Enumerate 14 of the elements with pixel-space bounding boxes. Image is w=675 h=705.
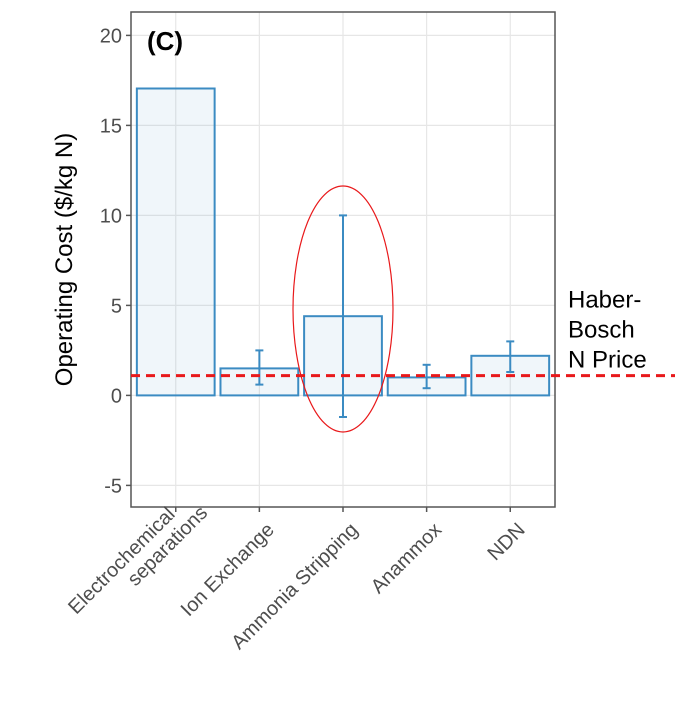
y-tick-label: 0 xyxy=(110,385,122,408)
y-tick-label: 15 xyxy=(100,115,122,138)
bar xyxy=(386,376,467,396)
bar xyxy=(219,367,300,396)
bar xyxy=(470,354,550,396)
y-tick-label: 10 xyxy=(100,205,122,228)
y-tick-label: -5 xyxy=(104,475,122,498)
y-axis-title: Operating Cost ($/kg N) xyxy=(51,132,78,386)
bar xyxy=(303,315,383,396)
y-tick-label: 5 xyxy=(110,295,122,318)
y-tick-label: 20 xyxy=(100,25,122,48)
text: (C) xyxy=(147,26,184,56)
bar xyxy=(136,88,216,396)
ref-line-label: Haber- Bosch N Price xyxy=(568,286,647,374)
